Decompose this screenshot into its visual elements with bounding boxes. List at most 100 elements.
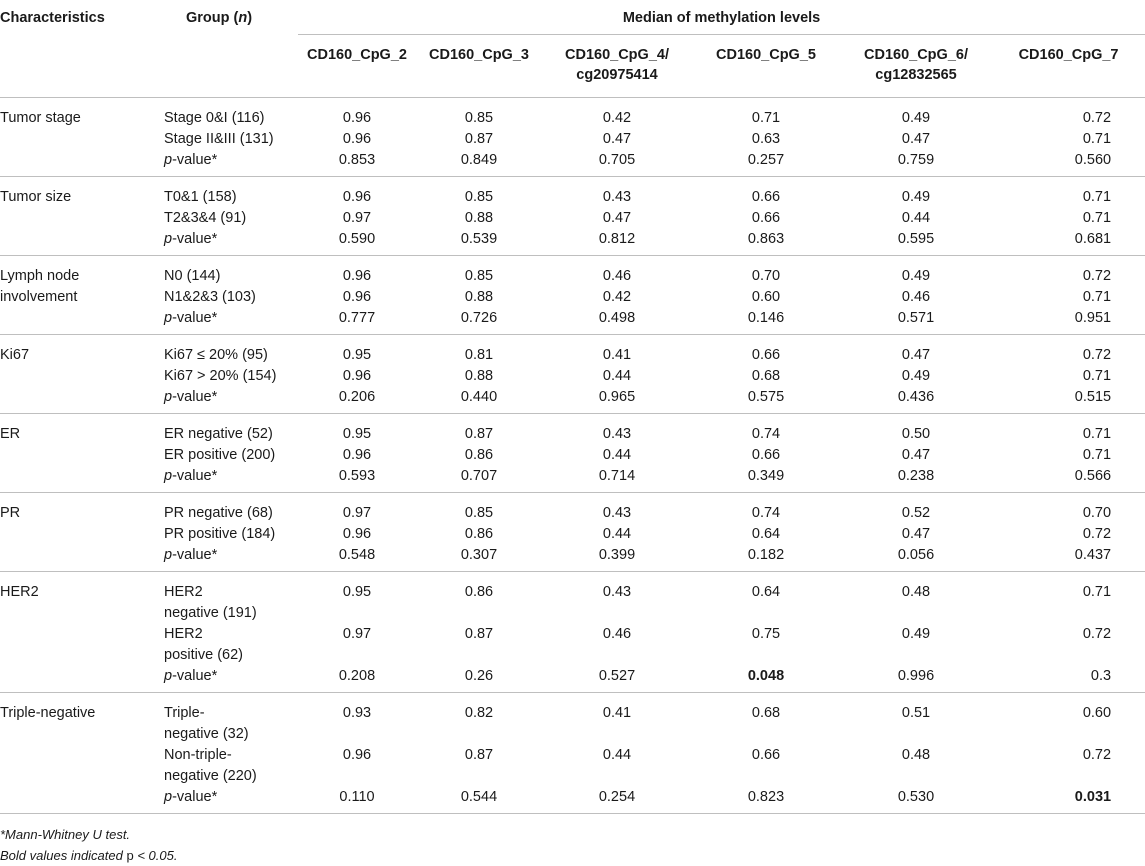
pvalue-cell: 0.996 xyxy=(897,668,935,684)
table-row: p-value* 0.593 0.707 0.714 0.349 0.238 0.566 xyxy=(0,466,1145,493)
pvalue-cell: 0.544 xyxy=(460,789,498,805)
characteristic-cell: ER xyxy=(0,414,150,493)
median-value-cell: 0.71 xyxy=(1082,210,1112,226)
characteristic-name: PR xyxy=(0,505,21,521)
characteristic-cell: HER2 xyxy=(0,572,150,693)
table-row: PR positive (184) 0.96 0.86 0.44 0.64 0.47 0.7… xyxy=(0,524,1145,545)
median-value-cell: 0.47 xyxy=(901,526,931,542)
median-value-cell: 0.60 xyxy=(751,289,781,305)
median-value-cell: 0.96 xyxy=(342,447,372,463)
median-value-cell: 0.47 xyxy=(901,447,931,463)
characteristic-name: HER2 xyxy=(0,584,39,600)
median-value-cell: 0.49 xyxy=(901,110,931,126)
median-value-cell: 0.96 xyxy=(342,368,372,384)
median-value-cell: 0.86 xyxy=(464,526,494,542)
group-label-line: Ki67 > 20% (154) xyxy=(164,368,277,384)
table-group: HER2 HER2 negative (191) 0.95 0.86 0.43 0.64 0.… xyxy=(0,572,1145,693)
group-label-line: ER negative (52) xyxy=(164,426,273,442)
table-group: Lymph node involvement N0 (144) 0.96 0.85 0.4… xyxy=(0,256,1145,335)
median-value-cell: 0.48 xyxy=(901,747,931,763)
table-row: p-value* 0.590 0.539 0.812 0.863 0.595 0.681 xyxy=(0,229,1145,256)
pvalue-cell: 0.349 xyxy=(747,468,785,484)
group-label: Ki67 ≤ 20% (95) xyxy=(150,335,298,367)
table-row: Lymph node involvement N0 (144) 0.96 0.85 0.4… xyxy=(0,256,1145,305)
table-row: p-value* 0.853 0.849 0.705 0.257 0.759 0.560 xyxy=(0,150,1145,177)
group-label-line: N1&2&3 (103) xyxy=(164,289,256,305)
pvalue-cell: 0.849 xyxy=(460,152,498,168)
median-value-cell: 0.49 xyxy=(901,626,931,642)
pvalue-cell: 0.146 xyxy=(747,310,785,326)
group-header: Group (n) xyxy=(150,0,298,98)
median-value-cell: 0.44 xyxy=(901,210,931,226)
pvalue-cell: 0.238 xyxy=(897,468,935,484)
pvalue-cell: 0.823 xyxy=(747,789,785,805)
median-value-cell: 0.44 xyxy=(602,368,632,384)
characteristics-header: Characteristics xyxy=(0,0,150,98)
pvalue-cell: 0.566 xyxy=(1074,468,1112,484)
median-value-cell: 0.42 xyxy=(602,110,632,126)
group-label-line: p-value* xyxy=(164,668,218,684)
median-value-cell: 0.95 xyxy=(342,347,372,363)
characteristic-name: Tumor stage xyxy=(0,110,81,126)
median-value-cell: 0.63 xyxy=(751,131,781,147)
pvalue-cell: 0.681 xyxy=(1074,231,1112,247)
median-value-cell: 0.44 xyxy=(602,526,632,542)
median-value-cell: 0.46 xyxy=(602,626,632,642)
group-label: ER positive (200) xyxy=(150,445,298,466)
group-header-text: Group ( xyxy=(186,10,239,26)
median-value-cell: 0.71 xyxy=(1082,447,1112,463)
median-value-cell: 0.44 xyxy=(602,447,632,463)
median-value-cell: 0.72 xyxy=(1082,110,1112,126)
median-value-cell: 0.71 xyxy=(1082,368,1112,384)
characteristic-cell: Tumor stage xyxy=(0,98,150,177)
median-value-cell: 0.75 xyxy=(751,626,781,642)
table-row: Triple-negative Triple-negative (32) 0.93 0… xyxy=(0,693,1145,746)
group-label-line: Stage 0&I (116) xyxy=(164,110,265,126)
median-value-cell: 0.66 xyxy=(751,189,781,205)
pvalue-cell: 0.110 xyxy=(339,789,375,805)
median-value-cell: 0.52 xyxy=(901,505,931,521)
median-value-cell: 0.87 xyxy=(464,747,494,763)
column-header-line: CD160_CpG_3 xyxy=(429,47,529,63)
column-header-line: CD160_CpG_4/ xyxy=(565,47,669,63)
median-value-cell: 0.64 xyxy=(751,526,781,542)
pvalue-cell: 0.26 xyxy=(464,668,494,684)
note-test: *Mann-Whitney U test. xyxy=(0,827,131,842)
median-span-header: Median of methylation levels xyxy=(298,0,1145,35)
column-header-line: CD160_CpG_5 xyxy=(716,47,816,63)
table-group: Tumor stage Stage 0&I (116) 0.96 0.85 0.42 0.… xyxy=(0,98,1145,177)
median-value-cell: 0.66 xyxy=(751,447,781,463)
table-row: Stage II&III (131) 0.96 0.87 0.47 0.63 0.47 0.… xyxy=(0,129,1145,150)
table-row: Non-triple-negative (220) 0.96 0.87 0.44 0.6… xyxy=(0,745,1145,787)
median-value-cell: 0.66 xyxy=(751,210,781,226)
characteristic-cell: Triple-negative xyxy=(0,693,150,814)
table-row: HER2 positive (62) 0.97 0.87 0.46 0.75 0.49 0.7… xyxy=(0,624,1145,666)
median-value-cell: 0.95 xyxy=(342,584,372,600)
column-header: CD160_CpG_3 xyxy=(416,34,542,98)
table-group: PR PR negative (68) 0.97 0.85 0.43 0.74 0.52 0.… xyxy=(0,493,1145,572)
median-value-cell: 0.50 xyxy=(901,426,931,442)
group-label: PR negative (68) xyxy=(150,493,298,525)
pvalue-cell: 0.530 xyxy=(897,789,935,805)
table-group: Triple-negative Triple-negative (32) 0.93 0… xyxy=(0,693,1145,814)
median-value-cell: 0.95 xyxy=(342,426,372,442)
column-header: CD160_CpG_6/cg12832565 xyxy=(840,34,992,98)
pvalue-cell: 0.759 xyxy=(897,152,935,168)
characteristic-name: Ki67 xyxy=(0,347,30,363)
pvalue-cell: 0.595 xyxy=(897,231,935,247)
note-bold: Bold values indicated p < 0.05. xyxy=(0,845,1145,866)
group-label-line: PR negative (68) xyxy=(164,505,273,521)
median-value-cell: 0.49 xyxy=(901,368,931,384)
median-value-cell: 0.47 xyxy=(602,131,632,147)
table-row: Tumor size T0&1 (158) 0.96 0.85 0.43 0.66 0.49… xyxy=(0,177,1145,209)
median-value-cell: 0.71 xyxy=(1082,189,1112,205)
median-value-cell: 0.97 xyxy=(342,505,372,521)
characteristic-name: Triple-negative xyxy=(0,705,96,721)
column-header-line: cg12832565 xyxy=(875,67,957,83)
column-header-line: CD160_CpG_7 xyxy=(1018,47,1119,63)
column-header: CD160_CpG_4/cg20975414 xyxy=(542,34,692,98)
group-label-line: p-value* xyxy=(164,789,218,805)
median-value-cell: 0.97 xyxy=(342,210,372,226)
group-label-line: Non-triple- xyxy=(164,747,232,763)
